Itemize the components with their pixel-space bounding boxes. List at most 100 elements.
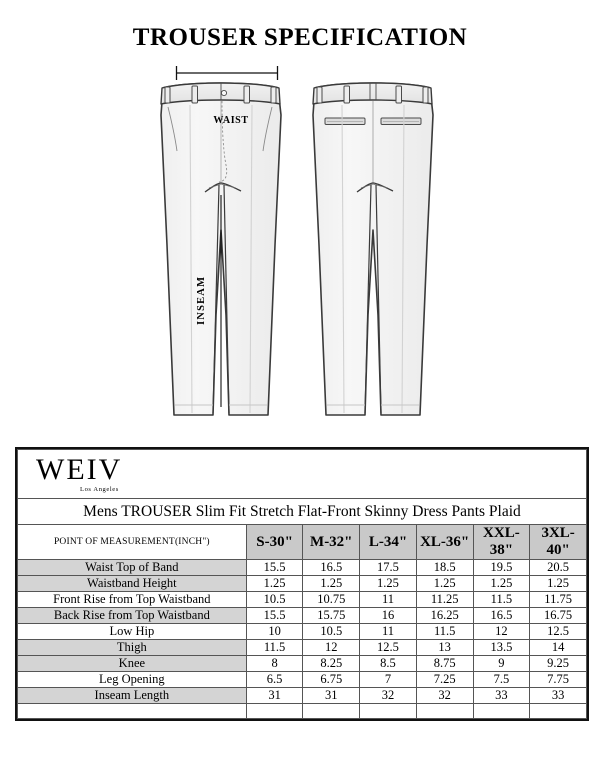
brand-name: WEIV bbox=[36, 453, 123, 486]
size-header-xl: XL-36" bbox=[415, 524, 474, 560]
table-row: Front Rise from Top Waistband 10.5 10.75 11… bbox=[17, 591, 587, 608]
measurement-value: 6.5 bbox=[245, 671, 304, 688]
measurement-value: 10.5 bbox=[302, 623, 361, 640]
size-header-m: M-32" bbox=[302, 524, 361, 560]
measurement-label: Low Hip bbox=[17, 623, 247, 640]
blank-cell bbox=[17, 703, 247, 719]
table-row: Thigh 11.5 12 12.5 13 13.5 14 bbox=[17, 639, 587, 656]
measurement-value: 33 bbox=[529, 687, 587, 704]
measurement-value: 1.25 bbox=[359, 575, 417, 592]
measurement-value: 12 bbox=[472, 623, 531, 640]
blank-cell bbox=[359, 703, 417, 719]
table-row: Leg Opening 6.5 6.75 7 7.25 7.5 7.75 bbox=[17, 671, 587, 688]
measurement-value: 15.5 bbox=[245, 559, 304, 576]
measurement-value: 8.75 bbox=[415, 655, 474, 672]
measurement-value: 11.75 bbox=[529, 591, 587, 608]
measurement-value: 16.25 bbox=[415, 607, 474, 624]
table-row: Knee 8 8.25 8.5 8.75 9 9.25 bbox=[17, 655, 587, 672]
table-row: Inseam Length 31 31 32 32 33 33 bbox=[17, 687, 587, 704]
product-title-row: Mens TROUSER Slim Fit Stretch Flat-Front… bbox=[17, 498, 587, 525]
measurement-value: 7.25 bbox=[415, 671, 474, 688]
measurement-label: Back Rise from Top Waistband bbox=[17, 607, 247, 624]
blank-cell bbox=[302, 703, 361, 719]
trouser-illustrations bbox=[160, 66, 434, 416]
measurement-value: 12.5 bbox=[359, 639, 417, 656]
measurement-value: 7.5 bbox=[472, 671, 531, 688]
table-row: Back Rise from Top Waistband 15.5 15.75 16 1… bbox=[17, 607, 587, 624]
measurement-value: 11.5 bbox=[415, 623, 474, 640]
table-row: Waistband Height 1.25 1.25 1.25 1.25 1.25 1.25 bbox=[17, 575, 587, 592]
measurement-value: 1.25 bbox=[245, 575, 304, 592]
measurement-value: 19.5 bbox=[472, 559, 531, 576]
measurement-label: Waistband Height bbox=[17, 575, 247, 592]
waist-dimension-line bbox=[175, 66, 279, 80]
measurement-label: Inseam Length bbox=[17, 687, 247, 704]
measurement-value: 1.25 bbox=[529, 575, 587, 592]
table-row: Waist Top of Band 15.5 16.5 17.5 18.5 19.5 20.… bbox=[17, 559, 587, 576]
measurement-value: 16.75 bbox=[529, 607, 587, 624]
blank-cell bbox=[472, 703, 531, 719]
measurement-value: 32 bbox=[359, 687, 417, 704]
product-title: Mens TROUSER Slim Fit Stretch Flat-Front… bbox=[17, 498, 587, 525]
back-pocket-right bbox=[380, 117, 422, 125]
measurement-value: 15.5 bbox=[245, 607, 304, 624]
measurement-label: Thigh bbox=[17, 639, 247, 656]
measurement-value: 10.5 bbox=[245, 591, 304, 608]
measurement-value: 14 bbox=[529, 639, 587, 656]
page-title: TROUSER SPECIFICATION bbox=[132, 24, 468, 51]
measurement-value: 1.25 bbox=[472, 575, 531, 592]
measurement-value: 7 bbox=[359, 671, 417, 688]
table-header-row: POINT OF MEASUREMENT(INCH") S-30" M-32" … bbox=[17, 524, 587, 560]
measurement-value: 12.5 bbox=[529, 623, 587, 640]
measurement-header: POINT OF MEASUREMENT(INCH") bbox=[17, 524, 247, 560]
measurement-value: 13.5 bbox=[472, 639, 531, 656]
trouser-technical-drawing: WAIST INSEAM bbox=[0, 55, 600, 435]
measurement-value: 8.5 bbox=[359, 655, 417, 672]
brand-tagline: Los Angeles bbox=[80, 486, 119, 493]
measurement-value: 7.75 bbox=[529, 671, 587, 688]
measurement-value: 16.5 bbox=[302, 559, 361, 576]
measurement-label: Front Rise from Top Waistband bbox=[17, 591, 247, 608]
size-header-s: S-30" bbox=[245, 524, 304, 560]
measurement-value: 10 bbox=[245, 623, 304, 640]
inseam-dimension-label: INSEAM bbox=[196, 275, 207, 325]
measurement-value: 11.25 bbox=[415, 591, 474, 608]
table-trailing-blank-row bbox=[17, 703, 587, 719]
blank-cell bbox=[529, 703, 587, 719]
measurement-value: 13 bbox=[415, 639, 474, 656]
measurement-value: 33 bbox=[472, 687, 531, 704]
measurement-value: 8.25 bbox=[302, 655, 361, 672]
size-header-xxl: XXL-38" bbox=[472, 524, 531, 560]
measurement-value: 9.25 bbox=[529, 655, 587, 672]
specification-table: WEIV Los Angeles Mens TROUSER Slim Fit S… bbox=[17, 449, 587, 719]
measurement-value: 32 bbox=[415, 687, 474, 704]
measurement-value: 16.5 bbox=[472, 607, 531, 624]
measurement-value: 1.25 bbox=[415, 575, 474, 592]
measurement-value: 17.5 bbox=[359, 559, 417, 576]
measurement-value: 31 bbox=[245, 687, 304, 704]
measurement-value: 10.75 bbox=[302, 591, 361, 608]
measurement-value: 16 bbox=[359, 607, 417, 624]
measurement-value: 31 bbox=[302, 687, 361, 704]
measurement-value: 15.75 bbox=[302, 607, 361, 624]
waist-dimension-label: WAIST bbox=[213, 115, 249, 126]
measurement-label: Leg Opening bbox=[17, 671, 247, 688]
trouser-front-view bbox=[160, 82, 282, 416]
blank-cell bbox=[415, 703, 474, 719]
measurement-value: 6.75 bbox=[302, 671, 361, 688]
brand-cell: WEIV Los Angeles bbox=[17, 449, 587, 499]
blank-cell bbox=[245, 703, 304, 719]
size-header-3xl: 3XL-40" bbox=[529, 524, 587, 560]
measurement-value: 11 bbox=[359, 623, 417, 640]
measurement-value: 11 bbox=[359, 591, 417, 608]
table-row: Low Hip 10 10.5 11 11.5 12 12.5 bbox=[17, 623, 587, 640]
back-pocket-left bbox=[324, 117, 366, 125]
measurement-value: 11.5 bbox=[472, 591, 531, 608]
measurement-value: 12 bbox=[302, 639, 361, 656]
measurement-label: Waist Top of Band bbox=[17, 559, 247, 576]
trouser-back-view bbox=[312, 82, 434, 416]
brand-row: WEIV Los Angeles bbox=[17, 449, 587, 499]
measurement-value: 20.5 bbox=[529, 559, 587, 576]
measurement-value: 9 bbox=[472, 655, 531, 672]
measurement-value: 11.5 bbox=[245, 639, 304, 656]
